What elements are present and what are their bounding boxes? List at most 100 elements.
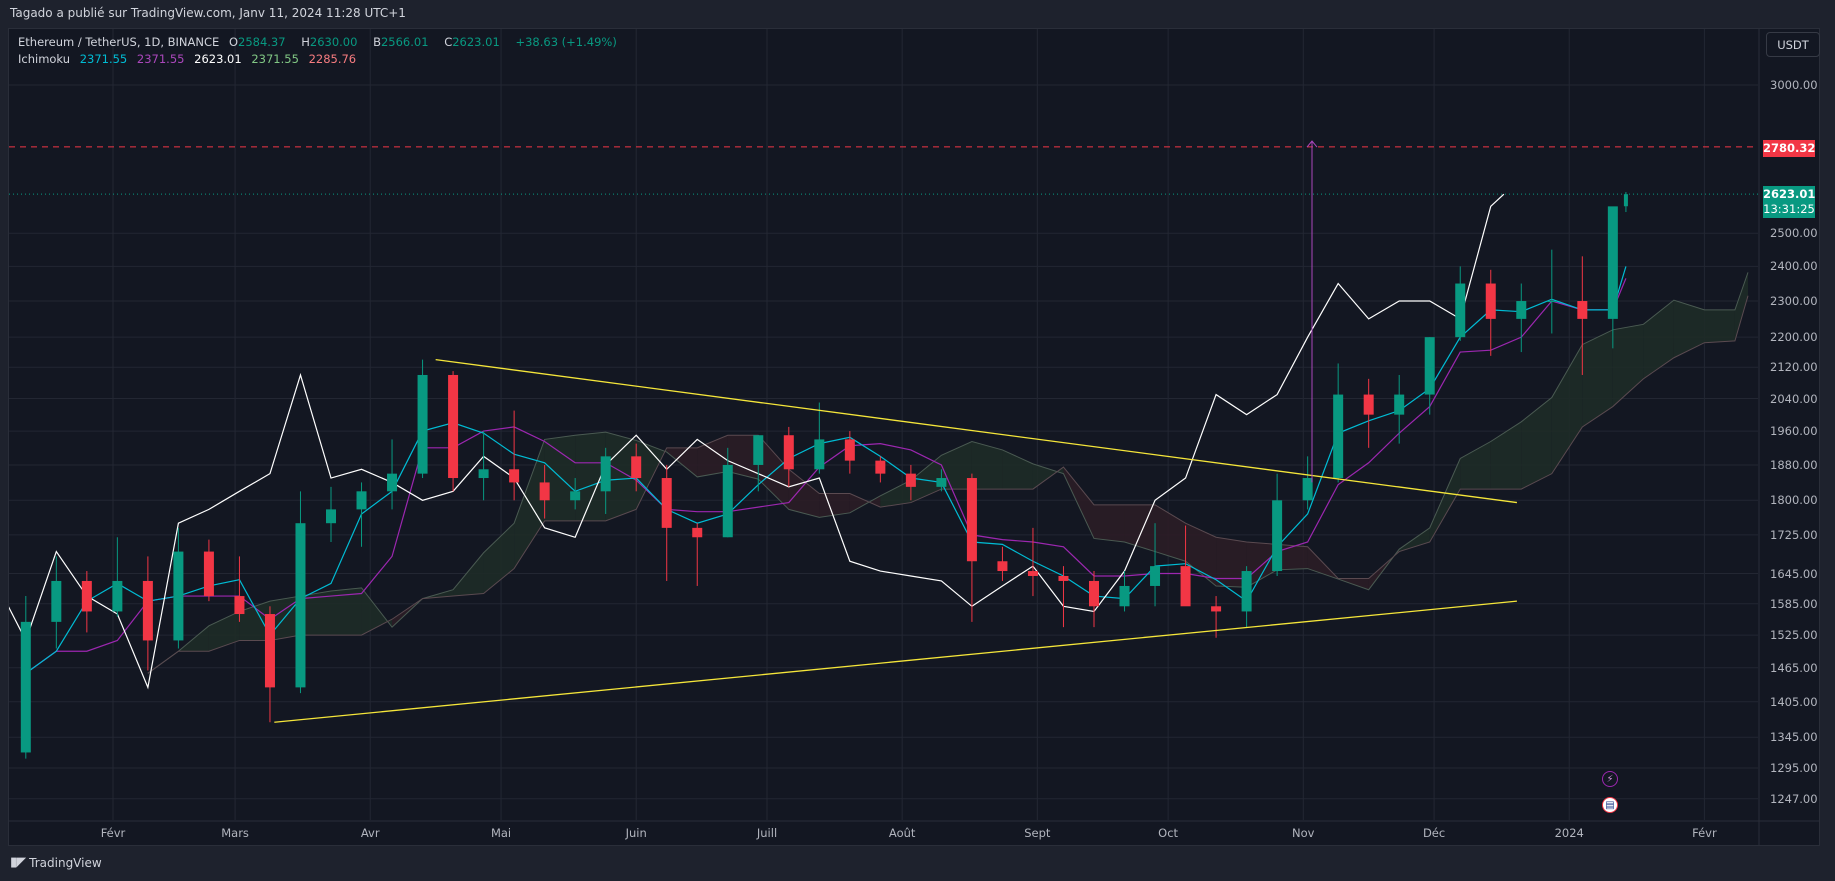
candle-body <box>1363 394 1374 415</box>
y-tick-label: 1960.00 <box>1770 424 1818 439</box>
y-tick-label: 2400.00 <box>1770 259 1818 274</box>
y-tick-label: 1725.00 <box>1770 527 1818 542</box>
kumo-cloud-segment <box>1734 272 1748 341</box>
candle <box>20 596 31 759</box>
footer-brand: ▮◤ TradingView <box>10 855 102 870</box>
candle-body <box>631 456 642 479</box>
candle-body <box>844 439 855 461</box>
change-value: +38.63 (+1.49%) <box>515 35 617 49</box>
y-tick-label: 1800.00 <box>1770 493 1818 508</box>
symbol-name[interactable]: Ethereum / TetherUS, 1D, BINANCE <box>18 35 220 49</box>
kumo-cloud-segment <box>971 441 1003 490</box>
kumo-cloud-segment <box>941 441 972 490</box>
candle-body <box>234 596 245 615</box>
us-flag-icon[interactable]: ▤ <box>1602 797 1618 813</box>
kumo-cloud-segment <box>1490 421 1522 490</box>
kumo-cloud-segment <box>1094 504 1125 543</box>
y-tick-label: 1405.00 <box>1770 694 1818 709</box>
candle-body <box>1333 394 1344 479</box>
kumo-cloud-segment <box>300 590 331 636</box>
low-value: 2566.01 <box>380 35 429 49</box>
candle-body <box>1516 301 1527 319</box>
candle-body <box>1241 571 1252 612</box>
trendline <box>435 358 1518 504</box>
candle-body <box>1455 283 1466 338</box>
candle-body <box>661 478 672 528</box>
indicator-name[interactable]: Ichimoku <box>18 52 71 66</box>
tenkan-sen-line <box>25 266 1627 674</box>
x-tick-label: Juin <box>625 826 647 840</box>
candle <box>844 431 855 474</box>
candle-body <box>264 614 275 688</box>
candle <box>1302 456 1313 510</box>
candle-body <box>875 460 886 474</box>
high-value: 2630.00 <box>309 35 358 49</box>
candle <box>203 539 214 602</box>
candle <box>875 456 886 483</box>
kumo-cloud-segment <box>1002 449 1033 490</box>
lightning-icon[interactable]: ⚡ <box>1602 771 1618 787</box>
candle-body <box>387 473 398 492</box>
kumo-cloud-segment <box>1063 467 1094 539</box>
x-tick-label: Avr <box>360 826 380 840</box>
candle <box>966 473 977 622</box>
currency-button[interactable]: USDT <box>1766 32 1820 57</box>
candle <box>112 537 123 617</box>
candle-body <box>783 435 794 470</box>
kumo-cloud-segment <box>605 432 637 521</box>
candle <box>295 491 306 694</box>
kijun-sen-line <box>25 278 1627 674</box>
y-tick-label: 2300.00 <box>1770 294 1818 309</box>
candle <box>264 606 275 723</box>
kumo-cloud-segment <box>575 432 606 521</box>
candle <box>1455 266 1466 341</box>
kumo-cloud-segment <box>788 469 820 518</box>
kumo-cloud-segment <box>483 523 515 594</box>
candle <box>1089 571 1099 628</box>
kumo-cloud-segment <box>1216 537 1247 588</box>
candle <box>1272 473 1283 576</box>
candle-body <box>997 561 1008 572</box>
candle-body <box>356 491 367 510</box>
candle <box>783 426 794 487</box>
candle-body <box>1607 206 1618 319</box>
candle <box>936 469 947 492</box>
candle-body <box>81 580 92 612</box>
y-tick-label: 2200.00 <box>1770 330 1818 345</box>
candle-body <box>1424 337 1435 395</box>
candle-body <box>1485 283 1496 319</box>
candle-body <box>1577 301 1588 319</box>
candle-body <box>112 580 123 612</box>
candle-body <box>295 523 306 688</box>
kumo-cloud-segment <box>727 435 759 480</box>
candle <box>997 546 1008 581</box>
senkou-span-a-line <box>147 272 1749 674</box>
kumo-cloud-segment <box>208 611 240 652</box>
candle <box>1027 527 1038 597</box>
candle-body <box>1211 606 1222 612</box>
brand-name[interactable]: TradingView <box>29 855 102 870</box>
high-label: H <box>301 35 310 49</box>
bar-countdown: 13:31:25 <box>1763 202 1815 216</box>
chikou-value: 2623.01 <box>194 52 242 66</box>
candle-body <box>1272 500 1283 572</box>
kumo-cloud-segment <box>1185 523 1217 586</box>
kumo-cloud-segment <box>1551 344 1583 474</box>
candle <box>142 556 153 671</box>
candle <box>661 464 672 581</box>
candle-body <box>722 464 733 538</box>
candle-body <box>1302 478 1313 501</box>
candle <box>814 402 825 474</box>
candle <box>1485 269 1496 356</box>
candle-body <box>1394 394 1405 415</box>
candle-body <box>203 551 214 597</box>
indicator-legend: Ichimoku 2371.55 2371.55 2623.01 2371.55… <box>18 52 362 66</box>
candle-body <box>417 374 428 474</box>
candle-body <box>1119 585 1130 607</box>
candle <box>1394 374 1405 444</box>
kumo-cloud-segment <box>1673 300 1705 358</box>
target-arrow-head <box>1306 140 1318 148</box>
last-price: 2623.01 <box>1763 187 1816 201</box>
x-tick-label: Févr <box>1692 826 1717 840</box>
